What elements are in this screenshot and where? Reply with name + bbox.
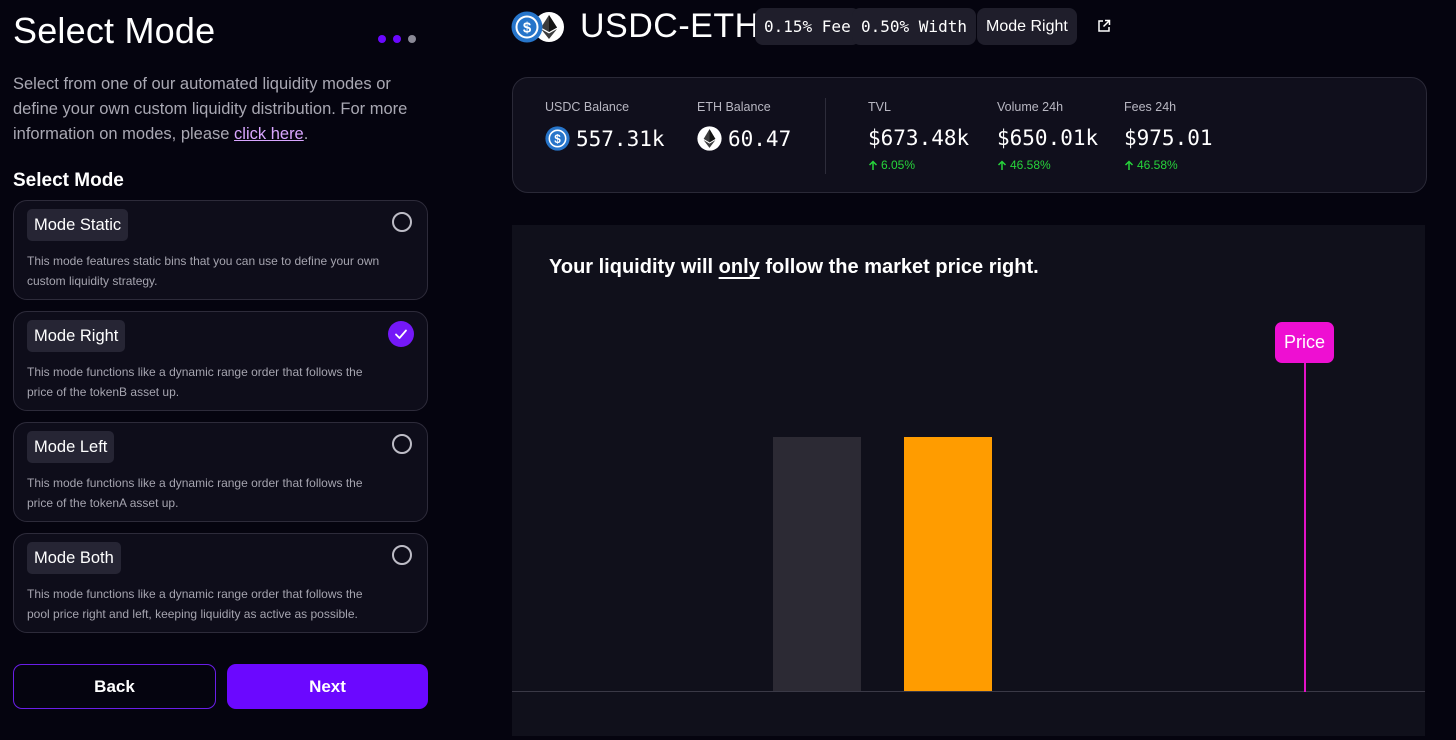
chart-heading-emphasis: only	[718, 256, 760, 278]
next-button[interactable]: Next	[227, 664, 428, 709]
chart-baseline	[512, 691, 1425, 692]
step-dot-1	[378, 35, 386, 43]
mode-radio-checked[interactable]	[388, 321, 414, 347]
page-title: Select Mode	[13, 10, 216, 51]
stats-divider	[825, 98, 826, 174]
usdc-balance-stat: USDC Balance $ 557.31k	[545, 100, 665, 151]
fee-badge: 0.15% Fee	[755, 8, 860, 45]
eth-balance-row: 60.47	[697, 126, 791, 151]
usdc-balance-row: $ 557.31k	[545, 126, 665, 151]
chart-heading: Your liquidity will only follow the mark…	[549, 256, 1039, 279]
back-button[interactable]: Back	[13, 664, 216, 709]
liquidity-chart: Your liquidity will only follow the mark…	[512, 225, 1425, 736]
eth-coin-icon	[534, 12, 564, 42]
section-label: Select Mode	[13, 170, 124, 191]
tvl-value: $673.48k	[868, 126, 970, 150]
mode-card-left[interactable]: Mode Left This mode functions like a dyn…	[13, 422, 428, 522]
intro-text: Select from one of our automated liquidi…	[13, 72, 423, 147]
mode-radio[interactable]	[392, 212, 412, 232]
liquidity-bar-active	[904, 437, 992, 691]
fees-change-value: 46.58%	[1137, 158, 1178, 172]
step-dot-2	[393, 35, 401, 43]
svg-text:$: $	[554, 133, 561, 146]
fees-value: $975.01	[1124, 126, 1213, 150]
fees-label: Fees 24h	[1124, 100, 1177, 114]
eth-balance-label: ETH Balance	[697, 100, 771, 114]
arrow-up-icon	[1124, 159, 1134, 170]
usdc-coin-icon: $	[545, 126, 570, 151]
external-link-icon[interactable]	[1097, 19, 1111, 33]
eth-balance-stat: ETH Balance 60.47	[697, 100, 791, 151]
arrow-up-icon	[997, 159, 1007, 170]
fees-row: $975.01	[1124, 126, 1213, 150]
usdc-balance-label: USDC Balance	[545, 100, 630, 114]
price-marker-line	[1304, 361, 1306, 692]
mode-radio[interactable]	[392, 434, 412, 454]
mode-label: Mode Left	[27, 431, 115, 463]
width-badge-text: 0.50% Width	[861, 17, 967, 36]
width-badge: 0.50% Width	[852, 8, 976, 45]
step-indicator	[378, 35, 416, 43]
volume-stat: Volume 24h $650.01k 46.58%	[997, 100, 1098, 172]
mode-selection-panel: Select Mode Select from one of our autom…	[0, 0, 440, 740]
mode-badge: Mode Right	[977, 8, 1077, 45]
mode-label: Mode Static	[27, 209, 129, 241]
mode-card-both[interactable]: Mode Both This mode functions like a dyn…	[13, 533, 428, 633]
volume-change-value: 46.58%	[1010, 158, 1051, 172]
pair-title: USDC-ETH	[580, 7, 760, 45]
mode-radio[interactable]	[392, 545, 412, 565]
fee-badge-text: 0.15% Fee	[764, 17, 851, 36]
price-marker-label: Price	[1275, 322, 1334, 363]
tvl-change: 6.05%	[868, 158, 969, 172]
usdc-coin-icon: $	[511, 11, 543, 43]
eth-coin-icon	[697, 126, 722, 151]
fees-stat: Fees 24h $975.01 46.58%	[1124, 100, 1213, 172]
fees-change: 46.58%	[1124, 158, 1213, 172]
mode-description: This mode functions like a dynamic range…	[27, 365, 363, 399]
step-dot-3	[408, 35, 416, 43]
volume-value: $650.01k	[997, 126, 1099, 150]
check-icon	[395, 329, 407, 339]
chart-heading-pre: Your liquidity will	[549, 256, 719, 278]
mode-label: Mode Both	[27, 542, 121, 574]
pool-stats-card: USDC Balance $ 557.31k ETH Balance 60.47…	[512, 77, 1427, 193]
mode-card-right[interactable]: Mode Right This mode functions like a dy…	[13, 311, 428, 411]
chart-heading-post: follow the market price right.	[759, 256, 1039, 278]
mode-description: This mode functions like a dynamic range…	[27, 476, 363, 510]
liquidity-bar-inactive	[773, 437, 861, 691]
volume-label: Volume 24h	[997, 100, 1064, 114]
mode-description: This mode features static bins that you …	[27, 254, 380, 288]
mode-label: Mode Right	[27, 320, 126, 352]
tvl-stat: TVL $673.48k 6.05%	[868, 100, 969, 172]
usdc-balance-value: 557.31k	[576, 126, 665, 151]
tvl-label: TVL	[868, 100, 891, 114]
tvl-row: $673.48k	[868, 126, 969, 150]
volume-row: $650.01k	[997, 126, 1098, 150]
arrow-up-icon	[868, 159, 878, 170]
svg-text:$: $	[523, 20, 532, 37]
intro-body: Select from one of our automated liquidi…	[13, 75, 408, 143]
mode-description: This mode functions like a dynamic range…	[27, 587, 363, 621]
click-here-link[interactable]: click here	[234, 125, 304, 143]
mode-card-static[interactable]: Mode Static This mode features static bi…	[13, 200, 428, 300]
token-pair-icons: $	[511, 11, 567, 43]
tvl-change-value: 6.05%	[881, 158, 916, 172]
intro-end: .	[303, 125, 309, 143]
volume-change: 46.58%	[997, 158, 1098, 172]
eth-balance-value: 60.47	[728, 126, 792, 151]
